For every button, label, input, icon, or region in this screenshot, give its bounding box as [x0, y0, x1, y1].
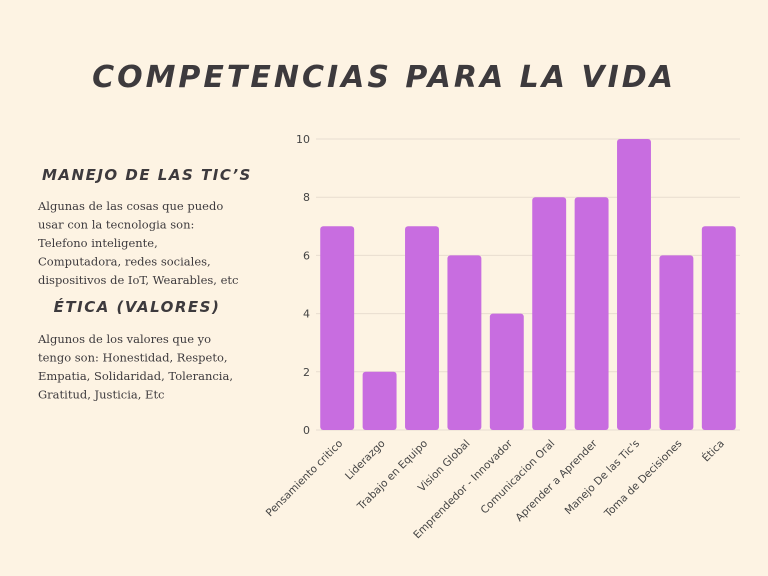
y-tick-label: 10: [296, 133, 310, 146]
section-text: Telefono inteligente,: [38, 236, 158, 250]
bar: [659, 255, 694, 430]
section-heading: ÉTICA (VALORES): [54, 297, 221, 316]
section-text: Algunas de las cosas que puedo: [37, 199, 223, 213]
bar: [362, 371, 397, 430]
section-text: Empatia, Solidaridad, Tolerancia,: [38, 369, 233, 383]
x-tick-label: Trabajo en Equipo: [355, 438, 431, 514]
bar: [489, 313, 524, 430]
section-text: Algunos de los valores que yo: [37, 332, 211, 346]
y-tick-label: 8: [303, 191, 310, 204]
bar: [617, 139, 651, 430]
x-tick-label: Liderazgo: [343, 438, 388, 483]
section-text: usar con la tecnologia son:: [38, 218, 194, 232]
bar: [320, 226, 355, 430]
section-text: dispositivos de IoT, Wearables, etc: [38, 273, 239, 287]
y-tick-label: 0: [303, 424, 310, 437]
bar: [574, 197, 609, 430]
bar: [532, 197, 567, 430]
y-tick-label: 4: [303, 308, 310, 321]
x-tick-label: Manejo De las Tic's: [563, 438, 643, 518]
section-text: Gratitud, Justicia, Etc: [38, 388, 165, 402]
section-heading: MANEJO DE LAS TIC’S: [42, 166, 252, 184]
x-tick-label: Pensamiento critico: [264, 438, 346, 520]
x-tick-label: Aprender a Aprender: [513, 437, 600, 524]
x-tick-label: Comunicacion Oral: [479, 438, 558, 517]
section-text: Computadora, redes sociales,: [38, 255, 211, 269]
x-tick-label: Toma de Decisiones: [602, 438, 685, 521]
y-tick-label: 2: [303, 366, 310, 379]
y-tick-label: 6: [303, 249, 310, 262]
page-title: COMPETENCIAS PARA LA VIDA: [92, 60, 676, 95]
bar: [405, 226, 439, 430]
bar: [447, 255, 482, 430]
x-tick-label: Ética: [699, 437, 726, 464]
bar: [701, 226, 736, 430]
section-text: tengo son: Honestidad, Respeto,: [38, 351, 228, 365]
